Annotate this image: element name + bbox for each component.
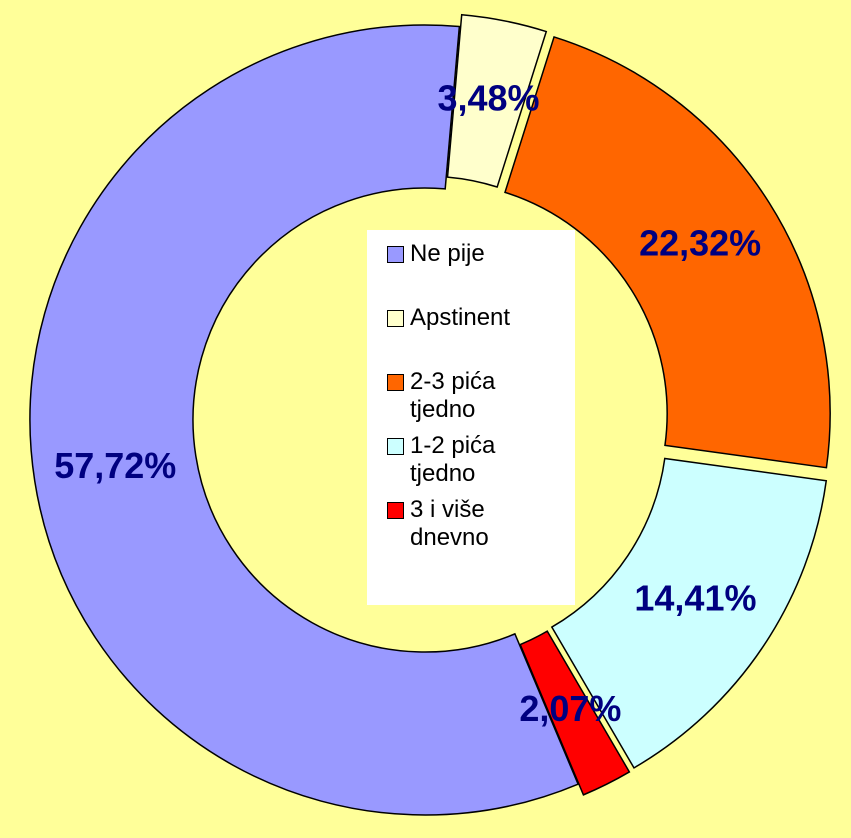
legend-label: 1-2 pića tjedno xyxy=(410,432,496,487)
legend: Ne pije Apstinent 2-3 pića tjedno 1-2 pića … xyxy=(367,230,575,605)
donut-slice xyxy=(504,35,831,469)
legend-label: 2-3 pića tjedno xyxy=(410,368,496,423)
legend-swatch xyxy=(387,502,404,519)
data-label: 57,72% xyxy=(54,445,176,486)
data-label: 3,48% xyxy=(437,77,539,118)
donut-slice xyxy=(29,24,580,816)
data-label: 14,41% xyxy=(634,578,756,619)
legend-entry: 2-3 pića tjedno xyxy=(387,368,562,424)
donut-slice xyxy=(519,630,631,796)
legend-entry: Apstinent xyxy=(387,304,562,332)
legend-swatch xyxy=(387,374,404,391)
legend-entry: 1-2 pića tjedno xyxy=(387,432,562,488)
legend-label: Ne pije xyxy=(410,240,485,267)
legend-entry: 3 i više dnevno xyxy=(387,496,562,552)
legend-swatch xyxy=(387,438,404,455)
legend-label: 3 i više dnevno xyxy=(410,496,489,551)
donut-slice xyxy=(446,13,548,188)
donut-slice xyxy=(550,457,828,769)
legend-entry: Ne pije xyxy=(387,240,562,268)
legend-swatch xyxy=(387,246,404,263)
legend-swatch xyxy=(387,310,404,327)
data-label: 22,32% xyxy=(639,223,761,264)
legend-label: Apstinent xyxy=(410,304,511,331)
data-label: 2,07% xyxy=(519,688,621,729)
